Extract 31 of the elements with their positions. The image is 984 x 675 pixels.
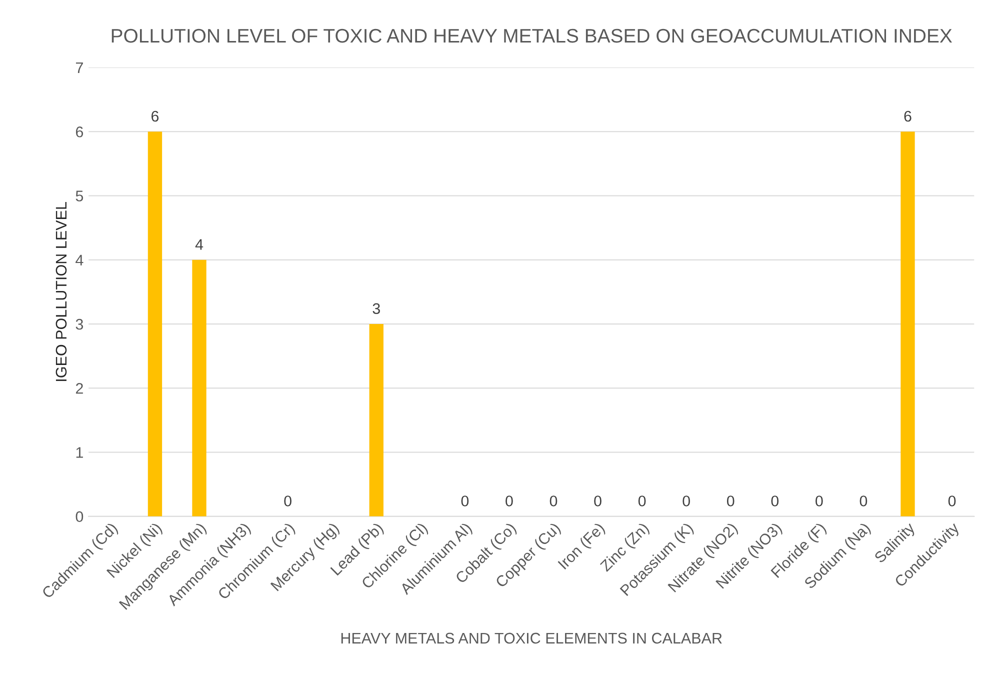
y-tick-label: 2 bbox=[76, 382, 83, 394]
data-label: 0 bbox=[638, 496, 646, 506]
data-label: 0 bbox=[816, 496, 823, 506]
data-label: 0 bbox=[550, 496, 558, 506]
y-tick-label: 1 bbox=[76, 447, 83, 458]
y-axis-title: IGEO POLLUTION LEVEL bbox=[56, 202, 67, 381]
bar bbox=[148, 132, 162, 516]
data-label: 0 bbox=[726, 496, 734, 506]
data-label: 0 bbox=[284, 496, 292, 506]
bar bbox=[192, 260, 206, 516]
data-label: 0 bbox=[771, 496, 779, 506]
chart-title: POLLUTION LEVEL OF TOXIC AND HEAVY METALS BASED ON GEOACCUMULATION INDEX bbox=[112, 28, 952, 43]
x-axis-title: HEAVY METALS AND TOXIC ELEMENTS IN CALABAR bbox=[341, 632, 722, 644]
data-label: 0 bbox=[594, 496, 602, 506]
y-tick-label: 5 bbox=[76, 190, 84, 202]
data-label: 0 bbox=[948, 496, 956, 506]
bar bbox=[369, 324, 384, 516]
data-label: 4 bbox=[195, 239, 204, 250]
y-tick-label: 4 bbox=[76, 254, 84, 266]
bar bbox=[900, 132, 915, 516]
data-label: 3 bbox=[372, 303, 380, 314]
data-label: 6 bbox=[904, 110, 912, 122]
y-tick-label: 0 bbox=[76, 511, 84, 522]
data-label: 6 bbox=[152, 110, 159, 122]
y-tick-label: 6 bbox=[76, 126, 84, 138]
data-label: 0 bbox=[860, 496, 868, 506]
y-tick-label: 3 bbox=[76, 318, 84, 330]
data-label: 0 bbox=[461, 496, 469, 506]
y-tick-label: 7 bbox=[76, 62, 83, 74]
data-label: 0 bbox=[506, 496, 513, 506]
data-label: 0 bbox=[682, 496, 690, 506]
